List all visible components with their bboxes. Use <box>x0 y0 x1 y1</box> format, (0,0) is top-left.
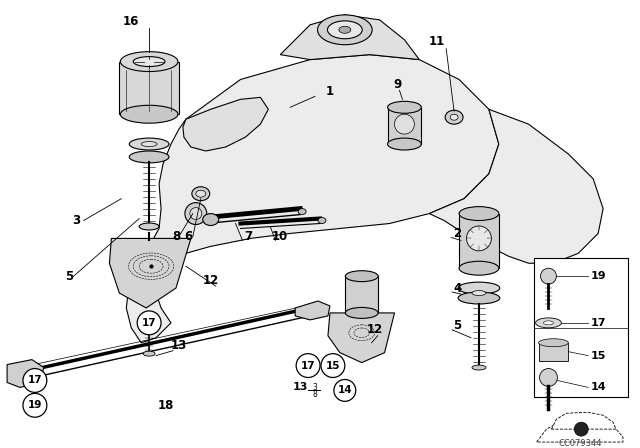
Text: 11: 11 <box>429 35 445 48</box>
Circle shape <box>137 311 161 335</box>
Text: 7: 7 <box>244 230 253 243</box>
Text: 5: 5 <box>453 319 461 332</box>
Text: 17: 17 <box>28 375 42 385</box>
Ellipse shape <box>317 15 372 45</box>
Polygon shape <box>295 301 330 320</box>
Bar <box>538 343 568 361</box>
Ellipse shape <box>129 138 169 150</box>
Bar <box>534 258 628 397</box>
Polygon shape <box>183 97 268 151</box>
Circle shape <box>321 353 345 378</box>
Ellipse shape <box>394 114 414 134</box>
Text: 3: 3 <box>312 383 317 392</box>
Polygon shape <box>388 107 421 144</box>
Polygon shape <box>328 313 394 362</box>
Polygon shape <box>280 15 419 60</box>
Text: 2: 2 <box>453 227 461 240</box>
Ellipse shape <box>143 351 155 356</box>
Ellipse shape <box>472 365 486 370</box>
Text: 19: 19 <box>590 271 606 281</box>
Polygon shape <box>109 238 191 308</box>
Circle shape <box>334 379 356 401</box>
Ellipse shape <box>328 21 362 39</box>
Text: 3: 3 <box>72 214 81 227</box>
Text: 15: 15 <box>326 361 340 370</box>
Ellipse shape <box>458 282 500 294</box>
Text: 18: 18 <box>158 399 174 412</box>
Text: 5: 5 <box>65 270 74 283</box>
Ellipse shape <box>459 261 499 275</box>
Text: 17: 17 <box>301 361 316 370</box>
Text: 13: 13 <box>292 383 308 392</box>
Ellipse shape <box>459 207 499 220</box>
Ellipse shape <box>445 110 463 124</box>
Ellipse shape <box>467 226 492 251</box>
Text: 9: 9 <box>394 78 402 91</box>
Ellipse shape <box>298 209 306 215</box>
Polygon shape <box>552 412 616 429</box>
Text: 8: 8 <box>172 230 180 243</box>
Text: 6: 6 <box>185 230 193 243</box>
Ellipse shape <box>346 271 378 282</box>
Circle shape <box>23 393 47 417</box>
Ellipse shape <box>318 218 326 224</box>
Text: 12: 12 <box>367 323 383 336</box>
Ellipse shape <box>140 223 159 230</box>
Text: 1: 1 <box>326 85 334 98</box>
Ellipse shape <box>472 291 486 296</box>
Ellipse shape <box>192 187 210 201</box>
Ellipse shape <box>388 138 421 150</box>
Ellipse shape <box>120 52 178 72</box>
Text: 4: 4 <box>453 282 461 295</box>
Polygon shape <box>459 214 499 268</box>
Ellipse shape <box>203 214 219 225</box>
Circle shape <box>541 268 556 284</box>
Text: 8: 8 <box>313 390 317 399</box>
Ellipse shape <box>133 56 165 67</box>
Text: 12: 12 <box>203 274 219 287</box>
Circle shape <box>574 422 588 436</box>
Text: 10: 10 <box>272 230 289 243</box>
Text: CC079344: CC079344 <box>559 439 602 448</box>
Polygon shape <box>345 276 378 313</box>
Text: 17: 17 <box>142 318 156 328</box>
Ellipse shape <box>388 101 421 113</box>
Circle shape <box>296 353 320 378</box>
Ellipse shape <box>129 151 169 163</box>
Ellipse shape <box>339 26 351 33</box>
Polygon shape <box>536 423 623 442</box>
Polygon shape <box>429 109 603 263</box>
Ellipse shape <box>141 142 157 146</box>
Ellipse shape <box>120 105 178 123</box>
Ellipse shape <box>543 321 554 325</box>
Polygon shape <box>7 360 44 388</box>
Ellipse shape <box>458 292 500 304</box>
Polygon shape <box>126 55 499 343</box>
Ellipse shape <box>346 307 378 319</box>
Text: 14: 14 <box>590 383 606 392</box>
Circle shape <box>23 369 47 392</box>
Ellipse shape <box>450 114 458 120</box>
Ellipse shape <box>190 207 202 220</box>
Text: 15: 15 <box>591 351 606 361</box>
Text: 17: 17 <box>591 318 606 328</box>
Text: 19: 19 <box>28 401 42 410</box>
Text: 13: 13 <box>171 339 187 352</box>
Ellipse shape <box>536 318 561 328</box>
Text: 14: 14 <box>337 385 352 396</box>
Ellipse shape <box>185 202 207 224</box>
Ellipse shape <box>196 190 205 197</box>
Text: 16: 16 <box>123 15 140 28</box>
Circle shape <box>540 369 557 387</box>
Ellipse shape <box>538 339 568 347</box>
Polygon shape <box>119 61 179 114</box>
